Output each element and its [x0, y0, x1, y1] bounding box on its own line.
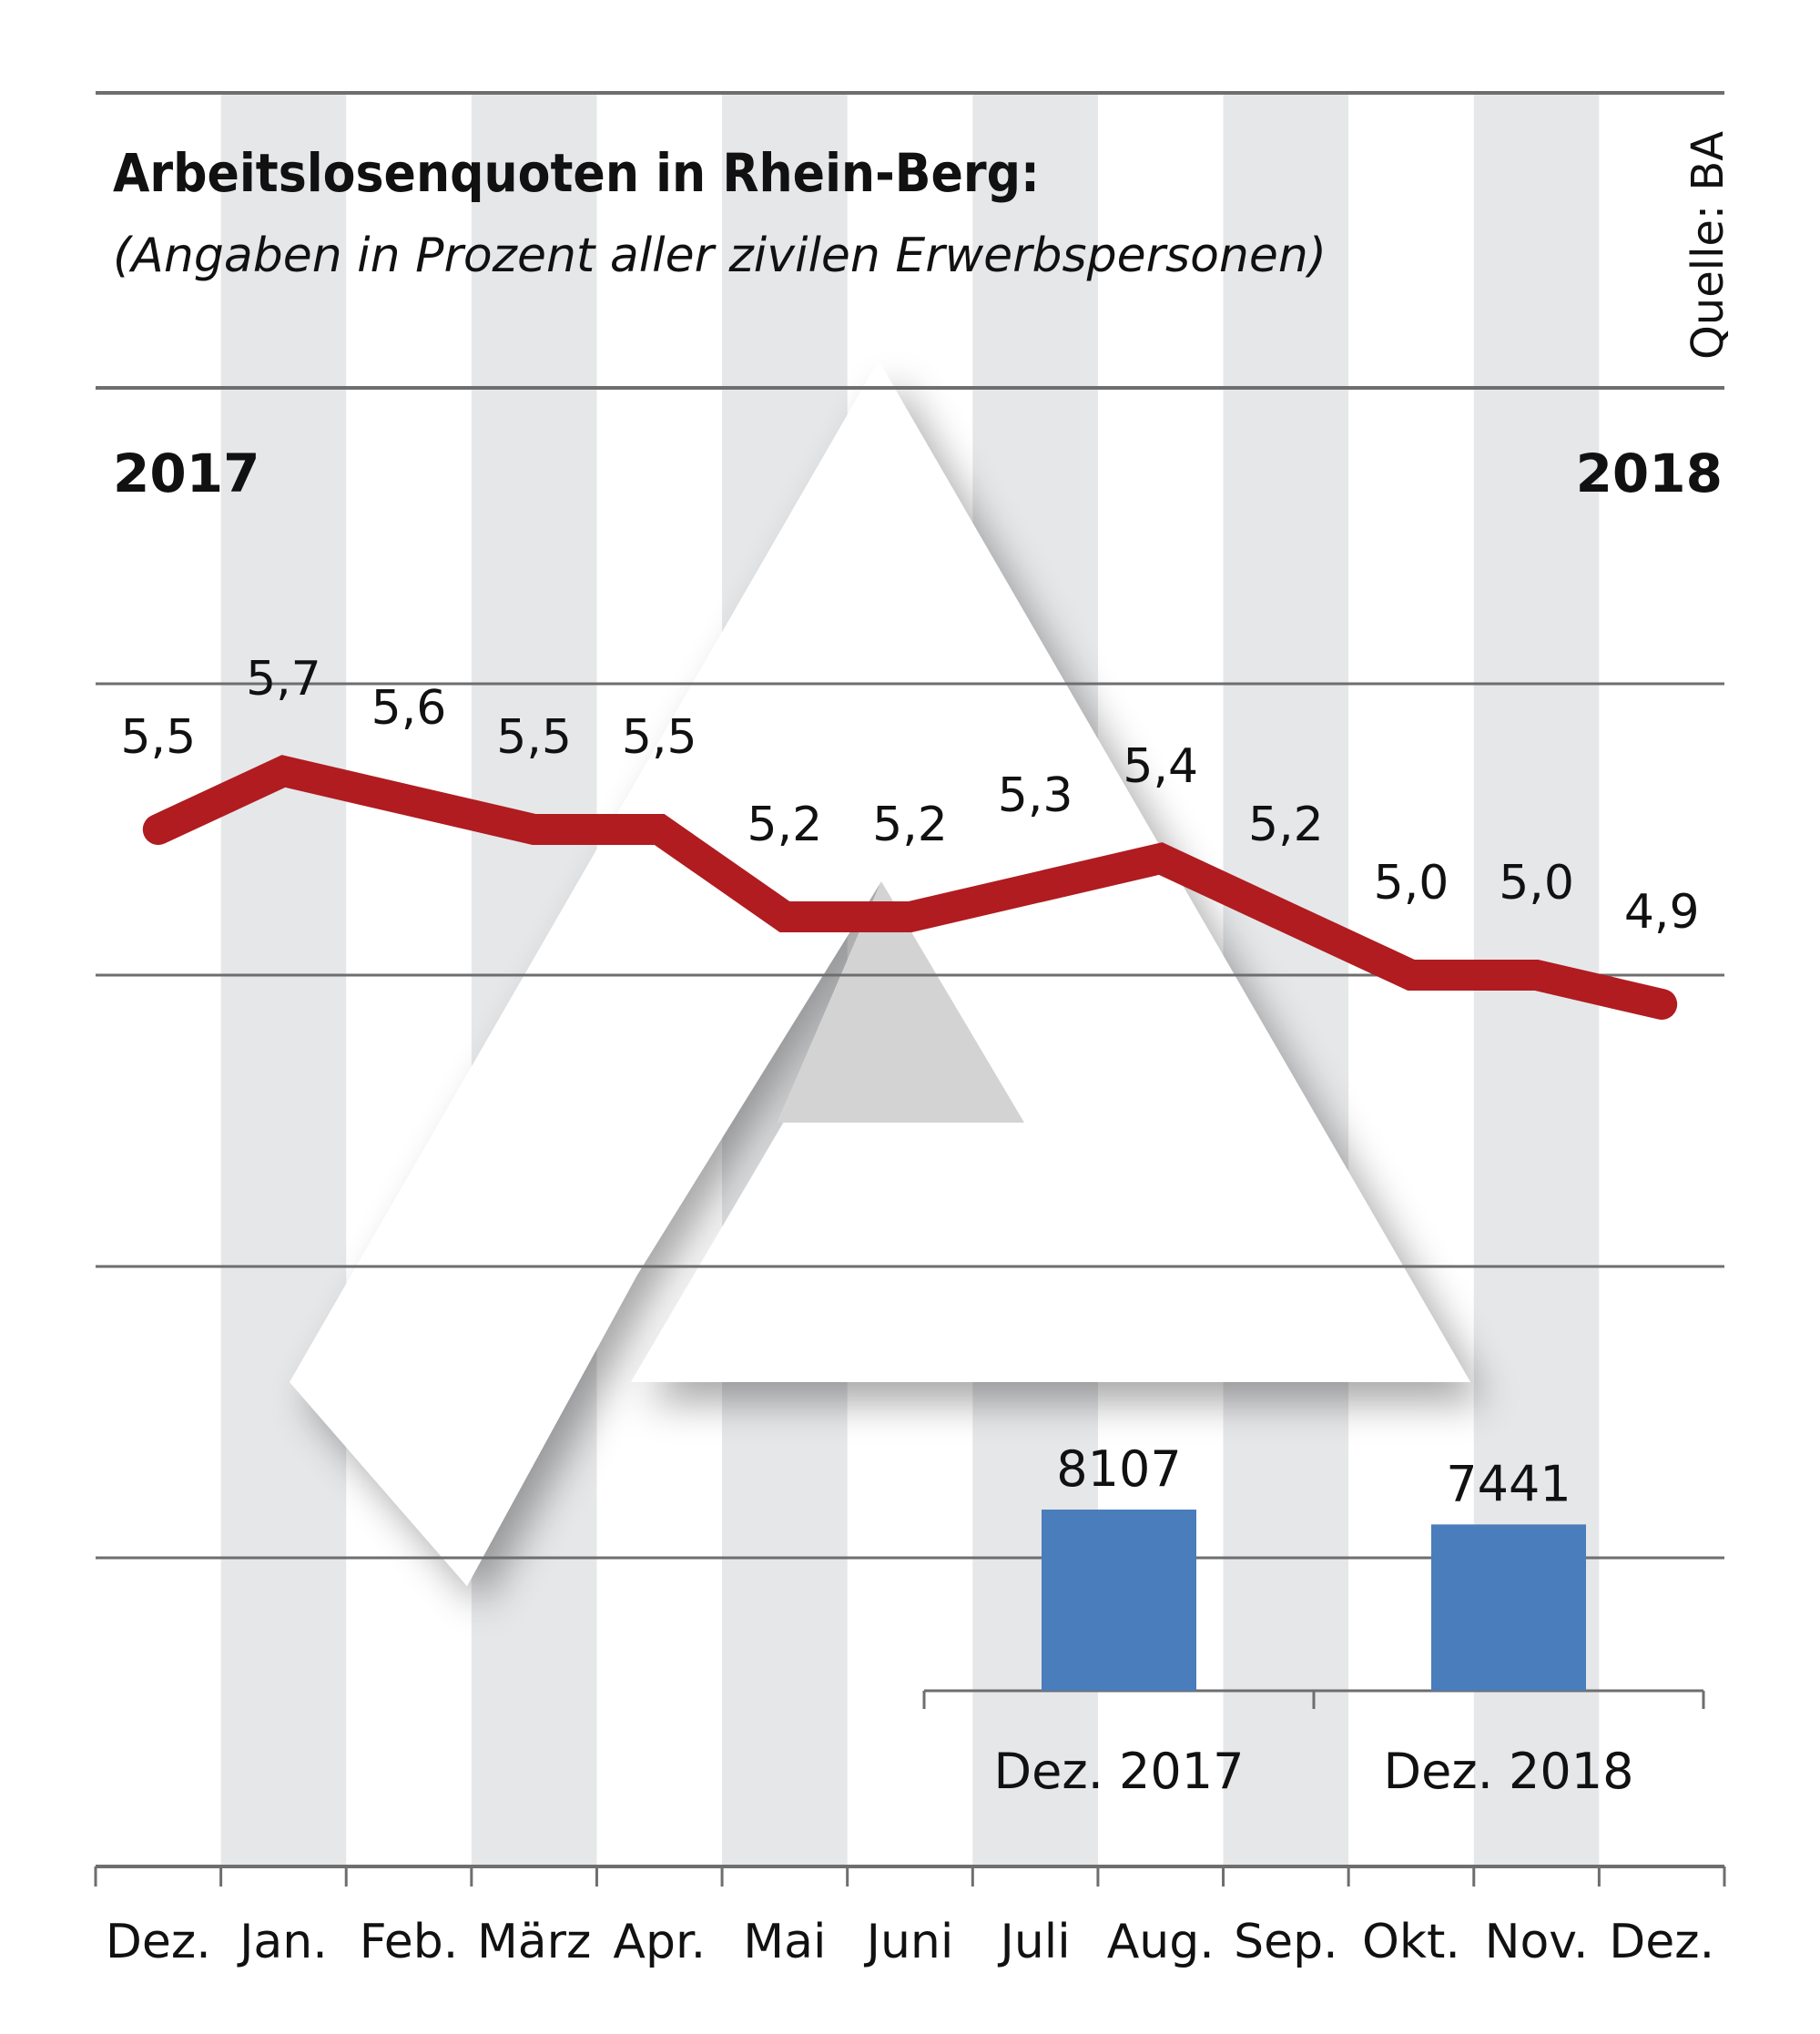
- x-axis: Dez. Jan. Feb. März Apr. Mai Juni Juli Aug. Sep. O…: [94, 1865, 1726, 1969]
- data-label: 5,6: [371, 681, 447, 736]
- x-tick-label: Jan.: [237, 1915, 328, 1969]
- data-point: [533, 829, 535, 830]
- x-tick-label: Okt.: [1362, 1915, 1460, 1969]
- data-label: 5,2: [747, 798, 823, 852]
- data-point: [1159, 858, 1162, 859]
- data-label: 5,0: [1499, 856, 1574, 910]
- inset-category-label: Dez. 2018: [1384, 1743, 1634, 1800]
- x-tick-label: Sep.: [1234, 1915, 1338, 1969]
- data-label: 5,5: [622, 710, 697, 765]
- data-point: [1535, 974, 1538, 976]
- inset-bar: [1431, 1524, 1586, 1691]
- watermark-logo: [290, 361, 1470, 1586]
- inset-bar-chart: 8107 Dez. 2017 7441 Dez. 2018: [922, 1440, 1705, 1800]
- data-label: 5,0: [1374, 856, 1449, 910]
- x-tick-label: Dez.: [1609, 1915, 1714, 1969]
- month-stripe: [1223, 93, 1349, 1866]
- watermark-inner-triangle: [778, 881, 1024, 1123]
- year-start-label: 2017: [113, 442, 259, 504]
- x-tick-label: Dez.: [106, 1915, 211, 1969]
- data-label: 5,2: [872, 798, 948, 852]
- data-label: 5,5: [120, 710, 196, 765]
- month-stripe: [220, 93, 347, 1866]
- data-label: 4,9: [1624, 885, 1700, 940]
- inset-bar-value-label: 8107: [1056, 1440, 1181, 1498]
- data-point: [909, 916, 911, 918]
- inset-bar: [1042, 1510, 1196, 1691]
- data-label: 5,2: [1248, 798, 1324, 852]
- x-tick-label: Apr.: [613, 1915, 706, 1969]
- data-point: [1661, 1003, 1663, 1005]
- data-point: [408, 799, 411, 801]
- inset-category-label: Dez. 2017: [994, 1743, 1245, 1800]
- x-tick-label: Aug.: [1107, 1915, 1215, 1969]
- data-label: 5,3: [998, 768, 1073, 823]
- data-point: [1285, 916, 1287, 918]
- data-point: [157, 829, 159, 830]
- data-point: [282, 770, 285, 772]
- data-point: [1409, 974, 1412, 976]
- line-series: [142, 755, 1678, 1020]
- chart-title: Arbeitslosenquoten in Rhein-Berg:: [113, 142, 1040, 204]
- data-label: 5,7: [246, 652, 321, 707]
- x-tick-label: Nov.: [1485, 1915, 1589, 1969]
- x-tick-label: Mai: [743, 1915, 826, 1969]
- data-point: [1034, 887, 1037, 889]
- data-labels: 5,5 5,7 5,6 5,5 5,5 5,2 5,2 5,3 5,4 5,2 5,0 5,0 4,9: [120, 652, 1699, 940]
- x-tick-label: Juli: [998, 1915, 1071, 1969]
- x-tick-label: März: [477, 1915, 591, 1969]
- data-label: 5,5: [496, 710, 572, 765]
- source-label: Quelle: BA: [1683, 131, 1734, 360]
- data-point: [658, 829, 661, 830]
- year-end-label: 2018: [1576, 442, 1723, 504]
- data-label: 5,4: [1123, 739, 1198, 794]
- inset-bar-value-label: 7441: [1446, 1455, 1571, 1512]
- chart-subtitle: (Angaben in Prozent aller zivilen Erwerb…: [113, 229, 1327, 283]
- x-tick-label: Juni: [864, 1915, 954, 1969]
- data-point: [783, 916, 786, 918]
- x-tick-label: Feb.: [360, 1915, 459, 1969]
